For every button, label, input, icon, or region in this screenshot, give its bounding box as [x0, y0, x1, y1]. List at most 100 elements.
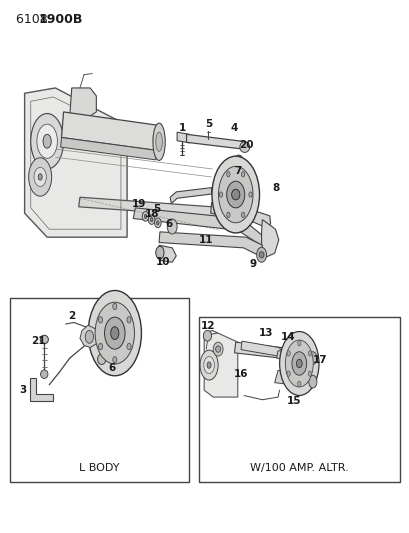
Ellipse shape [38, 174, 42, 180]
Text: 21: 21 [31, 336, 45, 346]
Ellipse shape [256, 247, 266, 262]
Polygon shape [170, 188, 211, 204]
Polygon shape [240, 341, 282, 357]
Ellipse shape [98, 317, 102, 323]
Ellipse shape [308, 371, 311, 376]
Text: 4: 4 [229, 123, 237, 133]
Text: 5: 5 [205, 119, 212, 128]
Text: 17: 17 [312, 355, 327, 365]
Ellipse shape [234, 155, 242, 165]
Text: 20: 20 [238, 140, 253, 150]
Ellipse shape [150, 217, 153, 222]
Ellipse shape [97, 354, 106, 365]
Ellipse shape [104, 317, 125, 349]
Ellipse shape [43, 134, 51, 148]
Ellipse shape [85, 330, 93, 343]
Ellipse shape [219, 192, 222, 197]
Text: 3: 3 [19, 385, 26, 395]
Ellipse shape [211, 156, 259, 233]
Ellipse shape [112, 303, 117, 310]
Text: 7: 7 [234, 166, 241, 175]
Text: 10: 10 [155, 257, 170, 267]
Ellipse shape [155, 132, 162, 151]
Polygon shape [79, 197, 241, 219]
Text: 6: 6 [165, 219, 172, 229]
Ellipse shape [153, 123, 165, 160]
Ellipse shape [156, 221, 159, 225]
Text: 18: 18 [145, 209, 160, 219]
Polygon shape [61, 112, 162, 150]
Text: W/100 AMP. ALTR.: W/100 AMP. ALTR. [249, 463, 348, 473]
Ellipse shape [155, 246, 164, 259]
Ellipse shape [241, 212, 244, 217]
Text: 14: 14 [280, 332, 294, 342]
Ellipse shape [297, 381, 300, 386]
Ellipse shape [127, 343, 131, 350]
Ellipse shape [308, 352, 316, 365]
Ellipse shape [37, 124, 57, 158]
Bar [198, 317, 399, 482]
Ellipse shape [218, 166, 252, 223]
Polygon shape [186, 134, 245, 149]
Ellipse shape [203, 357, 214, 374]
Ellipse shape [148, 215, 155, 224]
Polygon shape [276, 351, 313, 361]
Text: 19: 19 [132, 199, 146, 208]
Ellipse shape [231, 189, 239, 200]
Ellipse shape [279, 332, 318, 395]
Polygon shape [29, 378, 53, 401]
Ellipse shape [207, 362, 211, 368]
Polygon shape [61, 138, 155, 160]
Polygon shape [274, 370, 314, 386]
Ellipse shape [286, 371, 290, 376]
Ellipse shape [200, 350, 218, 380]
Ellipse shape [112, 357, 117, 363]
Text: L BODY: L BODY [79, 463, 119, 473]
Text: 5: 5 [153, 204, 160, 214]
Polygon shape [70, 88, 96, 117]
Text: 1: 1 [178, 123, 186, 133]
Polygon shape [159, 232, 262, 257]
Text: 11: 11 [198, 235, 213, 245]
Ellipse shape [98, 343, 102, 350]
Ellipse shape [154, 218, 161, 228]
Ellipse shape [31, 114, 63, 169]
Ellipse shape [285, 340, 312, 387]
Ellipse shape [144, 214, 146, 219]
Bar [10, 298, 188, 482]
Text: 8: 8 [271, 183, 279, 192]
Ellipse shape [88, 290, 141, 376]
Ellipse shape [167, 219, 177, 234]
Ellipse shape [308, 351, 311, 356]
Ellipse shape [291, 352, 306, 375]
Ellipse shape [110, 327, 119, 340]
Ellipse shape [297, 341, 300, 346]
Ellipse shape [248, 192, 252, 197]
Ellipse shape [241, 172, 244, 177]
Ellipse shape [308, 375, 316, 388]
Ellipse shape [142, 212, 148, 221]
Polygon shape [177, 132, 191, 143]
Ellipse shape [203, 330, 211, 341]
Ellipse shape [40, 370, 48, 378]
Ellipse shape [226, 172, 229, 177]
Ellipse shape [286, 351, 290, 356]
Polygon shape [159, 245, 176, 262]
Polygon shape [204, 330, 237, 397]
Ellipse shape [213, 342, 222, 356]
Text: 16: 16 [233, 369, 248, 379]
Polygon shape [234, 342, 297, 360]
Ellipse shape [226, 181, 244, 208]
Ellipse shape [34, 167, 46, 187]
Ellipse shape [239, 142, 249, 152]
Text: 13: 13 [258, 328, 273, 338]
Text: 9: 9 [249, 259, 256, 269]
Ellipse shape [95, 302, 134, 364]
Ellipse shape [296, 359, 301, 368]
Polygon shape [25, 88, 127, 237]
Text: 6108: 6108 [16, 13, 56, 26]
Ellipse shape [258, 252, 263, 258]
Text: 6: 6 [108, 363, 115, 373]
Text: 1900B: 1900B [39, 13, 83, 26]
Ellipse shape [40, 335, 48, 344]
